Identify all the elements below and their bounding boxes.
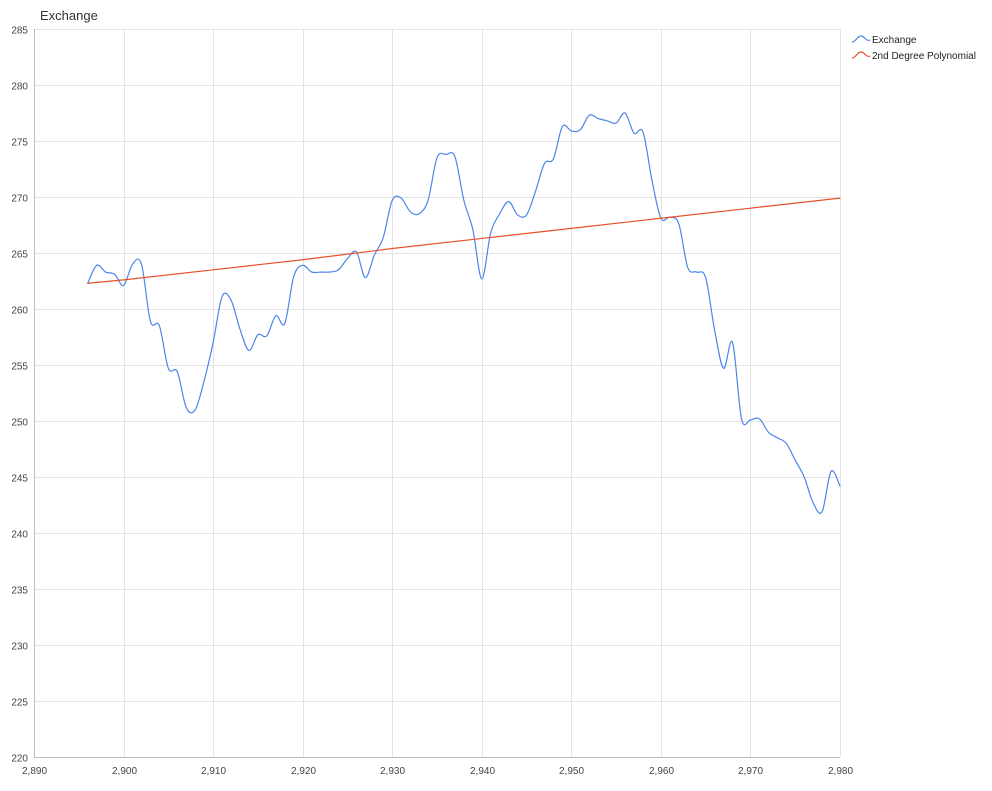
legend-item-exchange: Exchange — [851, 35, 917, 46]
y-tick-label: 265 — [11, 250, 28, 261]
legend-swatch — [851, 51, 871, 59]
y-tick-label: 235 — [11, 586, 28, 597]
y-tick-label: 285 — [11, 26, 28, 37]
x-tick-label: 2,910 — [201, 766, 226, 777]
legend-label: 2nd Degree Polynomial — [872, 51, 976, 62]
series-lines — [87, 112, 841, 514]
y-tick-label: 230 — [11, 642, 28, 653]
axes: 220 225 230 235 240 245 250 255 260 265 270 275 280 2… — [11, 26, 853, 778]
y-tick-label: 220 — [11, 754, 28, 765]
legend: Exchange 2nd Degree Polynomial — [851, 35, 976, 62]
x-tick-label: 2,960 — [649, 766, 674, 777]
y-tick-label: 280 — [11, 82, 28, 93]
x-tick-label: 2,950 — [559, 766, 584, 777]
y-tick-label: 245 — [11, 474, 28, 485]
y-tick-label: 240 — [11, 530, 28, 541]
y-tick-label: 250 — [11, 418, 28, 429]
x-tick-label: 2,930 — [380, 766, 405, 777]
y-tick-label: 275 — [11, 138, 28, 149]
y-tick-label: 260 — [11, 306, 28, 317]
series-line-exchange — [87, 112, 841, 514]
x-tick-label: 2,900 — [112, 766, 137, 777]
legend-swatch — [851, 35, 871, 43]
legend-item-2nd-degree-polynomial: 2nd Degree Polynomial — [851, 51, 976, 62]
gridlines — [34, 29, 841, 758]
x-tick-label: 2,920 — [291, 766, 316, 777]
x-tick-label: 2,980 — [828, 766, 853, 777]
series-line-2nd-degree-polynomial — [87, 197, 841, 284]
y-tick-label: 270 — [11, 194, 28, 205]
x-tick-label: 2,970 — [738, 766, 763, 777]
chart-title: Exchange — [40, 8, 98, 23]
y-tick-label: 255 — [11, 362, 28, 373]
x-tick-label: 2,890 — [22, 766, 47, 777]
y-tick-label: 225 — [11, 698, 28, 709]
x-tick-label: 2,940 — [470, 766, 495, 777]
legend-label: Exchange — [872, 35, 917, 46]
